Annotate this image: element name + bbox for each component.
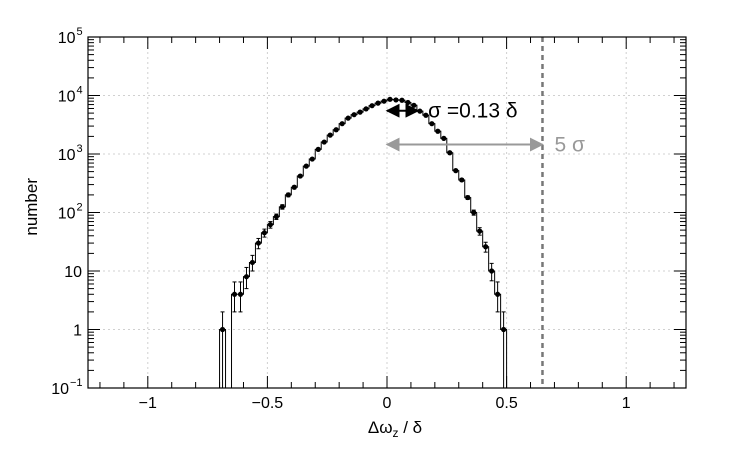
y-tick-label: 10: [58, 147, 76, 164]
data-point: [327, 132, 333, 138]
x-tick-label: 0: [383, 395, 392, 412]
grid: [88, 36, 686, 389]
data-point: [237, 291, 244, 297]
y-tick-label-exponent: −1: [70, 377, 83, 389]
data-point: [279, 204, 285, 210]
data-point: [411, 102, 417, 108]
data-point: [489, 268, 495, 274]
data-point: [267, 222, 273, 228]
x-tick-label: −1: [139, 395, 157, 412]
data-point: [495, 291, 501, 297]
data-point: [255, 240, 262, 246]
x-tick-label: 1: [622, 395, 631, 412]
data-point: [477, 228, 483, 234]
x-tick-label: −0.5: [252, 395, 284, 412]
data-point: [351, 112, 357, 118]
data-point: [249, 259, 256, 266]
data-point: [333, 127, 339, 133]
data-point: [357, 109, 363, 115]
data-point: [429, 121, 435, 127]
y-tick-label: 10: [58, 30, 76, 47]
data-point: [435, 128, 441, 134]
y-tick-label: 1: [73, 323, 82, 340]
data-point: [303, 163, 309, 169]
data-point: [285, 192, 291, 198]
data-point: [441, 135, 447, 141]
data-point: [501, 326, 507, 333]
data-point: [465, 194, 471, 201]
y-tick-label-exponent: 4: [77, 85, 83, 97]
annotations: σ =0.13 δ 5 σ: [385, 37, 585, 388]
five-sigma-label: 5 σ: [554, 134, 585, 157]
data-point: [315, 146, 321, 152]
y-tick-label-exponent: 5: [77, 26, 83, 38]
y-axis-label: number: [22, 178, 41, 236]
data-point: [387, 96, 393, 102]
data-point: [399, 97, 405, 103]
data-point: [261, 230, 268, 236]
sigma-label: σ =0.13 δ: [428, 100, 517, 123]
y-tick-label: 10: [58, 206, 76, 223]
y-tick-label: 10: [64, 264, 82, 281]
data-point: [381, 98, 387, 104]
x-axis-label: Δωz / δ: [368, 418, 422, 440]
data-point: [321, 139, 327, 145]
x-tick-label: 0.5: [495, 395, 517, 412]
data-point: [405, 99, 411, 106]
data-point: [345, 115, 351, 121]
data-point: [363, 106, 369, 112]
y-tick-label-exponent: 2: [77, 202, 83, 214]
data-point: [291, 184, 297, 190]
data-point: [339, 121, 345, 127]
data-point: [483, 244, 489, 250]
y-tick-label-exponent: 3: [77, 143, 83, 155]
data-point: [447, 150, 453, 156]
histogram-outline: [219, 98, 508, 388]
data-point: [471, 209, 477, 216]
data-point: [375, 100, 381, 106]
data-point: [309, 156, 315, 162]
data-point: [219, 326, 226, 333]
y-tick-label: 10: [51, 381, 69, 398]
histogram-series: [219, 96, 508, 389]
data-point: [243, 274, 250, 280]
data-point: [459, 177, 465, 183]
data-point: [453, 168, 459, 174]
data-point: [369, 103, 375, 109]
data-point: [393, 97, 399, 103]
y-tick-label: 10: [58, 89, 76, 106]
data-point: [423, 112, 429, 118]
data-point: [273, 214, 279, 220]
data-point: [297, 173, 303, 179]
data-point: [231, 291, 238, 297]
